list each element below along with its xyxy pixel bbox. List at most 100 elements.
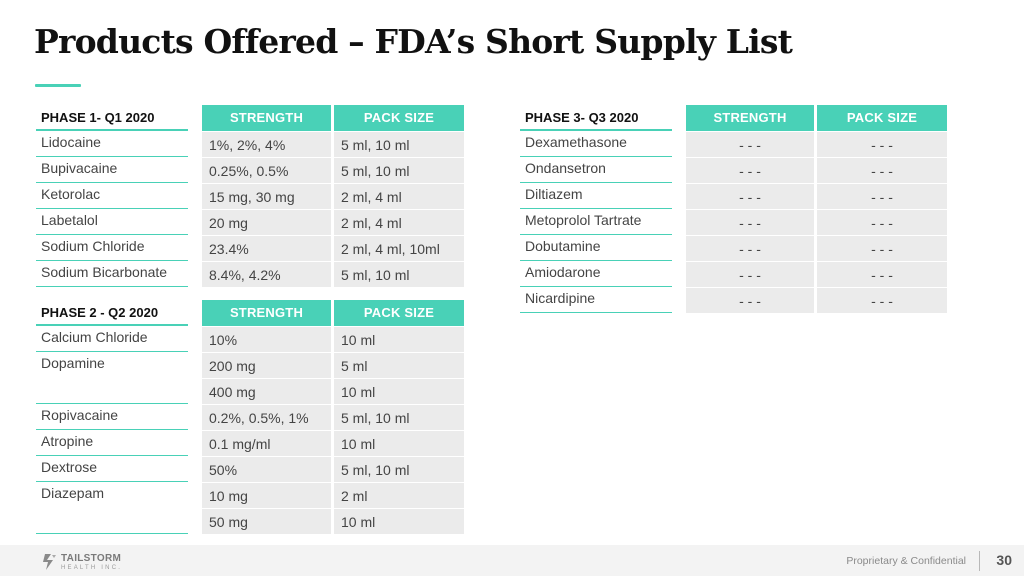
phase2-header-row: STRENGTH PACK SIZE [202, 300, 464, 326]
product-name: Dexamethasone [520, 131, 672, 157]
strength-header: STRENGTH [202, 300, 331, 326]
page-number: 30 [996, 552, 1012, 568]
confidential-notice: Proprietary & Confidential [846, 555, 966, 567]
strength-cell: 50% [202, 456, 331, 482]
phase2-table: STRENGTH PACK SIZE 10% 10 ml 200 mg 5 ml… [202, 300, 464, 534]
table-row: 10% 10 ml [202, 326, 464, 352]
product-name: Amiodarone [520, 261, 672, 287]
table-row: - - - - - - [686, 261, 947, 287]
product-name: Diazepam [36, 482, 188, 534]
pack-size-cell: - - - [817, 157, 947, 183]
table-row: 1%, 2%, 4% 5 ml, 10 ml [202, 131, 464, 157]
table-row: 10 mg 2 ml [202, 482, 464, 508]
table-row: 15 mg, 30 mg 2 ml, 4 ml [202, 183, 464, 209]
pack-size-cell: - - - [817, 131, 947, 157]
table-row: - - - - - - [686, 131, 947, 157]
pack-size-cell: 5 ml [334, 352, 464, 378]
strength-cell: 15 mg, 30 mg [202, 183, 331, 209]
phase2-heading: PHASE 2 - Q2 2020 [36, 300, 188, 326]
phase1-product-list: PHASE 1- Q1 2020 Lidocaine Bupivacaine K… [36, 105, 188, 287]
product-name: Dextrose [36, 456, 188, 482]
table-row: - - - - - - [686, 287, 947, 313]
pack-size-cell: 10 ml [334, 326, 464, 352]
footer-bar: TAILSTORM HEALTH INC. Proprietary & Conf… [0, 545, 1024, 576]
product-name: Dobutamine [520, 235, 672, 261]
pack-size-cell: 5 ml, 10 ml [334, 131, 464, 157]
product-name: Dopamine [36, 352, 188, 404]
strength-cell: 200 mg [202, 352, 331, 378]
product-name: Labetalol [36, 209, 188, 235]
pack-size-header: PACK SIZE [334, 300, 464, 326]
strength-cell: - - - [686, 261, 814, 287]
strength-cell: 10% [202, 326, 331, 352]
strength-header: STRENGTH [202, 105, 331, 131]
product-name: Ondansetron [520, 157, 672, 183]
product-name: Diltiazem [520, 183, 672, 209]
table-row: 0.1 mg/ml 10 ml [202, 430, 464, 456]
table-row: 20 mg 2 ml, 4 ml [202, 209, 464, 235]
product-name: Ropivacaine [36, 404, 188, 430]
product-name: Atropine [36, 430, 188, 456]
strength-cell: 10 mg [202, 482, 331, 508]
product-name: Lidocaine [36, 131, 188, 157]
title-underline [35, 84, 81, 87]
pack-size-cell: 5 ml, 10 ml [334, 456, 464, 482]
table-row: - - - - - - [686, 209, 947, 235]
pack-size-cell: 10 ml [334, 508, 464, 534]
strength-cell: 20 mg [202, 209, 331, 235]
strength-cell: 23.4% [202, 235, 331, 261]
strength-cell: - - - [686, 131, 814, 157]
product-name: Metoprolol Tartrate [520, 209, 672, 235]
phase1-heading: PHASE 1- Q1 2020 [36, 105, 188, 131]
tailstorm-logo-icon [43, 554, 56, 570]
pack-size-cell: 2 ml [334, 482, 464, 508]
strength-cell: - - - [686, 157, 814, 183]
phase1-header-row: STRENGTH PACK SIZE [202, 105, 464, 131]
pack-size-cell: 2 ml, 4 ml [334, 209, 464, 235]
logo-wordmark: TAILSTORM [61, 552, 122, 564]
strength-cell: 8.4%, 4.2% [202, 261, 331, 287]
pack-size-cell: 10 ml [334, 378, 464, 404]
pack-size-header: PACK SIZE [334, 105, 464, 131]
table-row: 23.4% 2 ml, 4 ml, 10ml [202, 235, 464, 261]
table-row: 8.4%, 4.2% 5 ml, 10 ml [202, 261, 464, 287]
strength-cell: 50 mg [202, 508, 331, 534]
strength-cell: 1%, 2%, 4% [202, 131, 331, 157]
logo-subtitle: HEALTH INC. [61, 564, 123, 571]
strength-cell: - - - [686, 235, 814, 261]
page-title: Products Offered – FDA’s Short Supply Li… [34, 22, 793, 61]
phase3-product-list: PHASE 3- Q3 2020 Dexamethasone Ondansetr… [520, 105, 672, 313]
pack-size-cell: 10 ml [334, 430, 464, 456]
strength-cell: - - - [686, 287, 814, 313]
company-logo: TAILSTORM HEALTH INC. [42, 552, 122, 572]
product-name: Ketorolac [36, 183, 188, 209]
table-row: 50% 5 ml, 10 ml [202, 456, 464, 482]
pack-size-cell: 5 ml, 10 ml [334, 261, 464, 287]
pack-size-cell: - - - [817, 235, 947, 261]
table-row: 400 mg 10 ml [202, 378, 464, 404]
pack-size-cell: 5 ml, 10 ml [334, 157, 464, 183]
phase3-header-row: STRENGTH PACK SIZE [686, 105, 947, 131]
strength-cell: 0.1 mg/ml [202, 430, 331, 456]
table-row: 0.2%, 0.5%, 1% 5 ml, 10 ml [202, 404, 464, 430]
pack-size-cell: 5 ml, 10 ml [334, 404, 464, 430]
footer-divider [979, 551, 980, 571]
product-name: Bupivacaine [36, 157, 188, 183]
table-row: 50 mg 10 ml [202, 508, 464, 534]
strength-cell: 400 mg [202, 378, 331, 404]
table-row: 0.25%, 0.5% 5 ml, 10 ml [202, 157, 464, 183]
strength-header: STRENGTH [686, 105, 814, 131]
phase3-heading: PHASE 3- Q3 2020 [520, 105, 672, 131]
table-row: - - - - - - [686, 235, 947, 261]
pack-size-cell: 2 ml, 4 ml [334, 183, 464, 209]
product-name: Nicardipine [520, 287, 672, 313]
product-name: Calcium Chloride [36, 326, 188, 352]
phase2-product-list: PHASE 2 - Q2 2020 Calcium Chloride Dopam… [36, 300, 188, 534]
pack-size-cell: - - - [817, 183, 947, 209]
strength-cell: 0.25%, 0.5% [202, 157, 331, 183]
table-row: - - - - - - [686, 157, 947, 183]
strength-cell: - - - [686, 183, 814, 209]
strength-cell: 0.2%, 0.5%, 1% [202, 404, 331, 430]
phase1-table: STRENGTH PACK SIZE 1%, 2%, 4% 5 ml, 10 m… [202, 105, 464, 287]
table-row: 200 mg 5 ml [202, 352, 464, 378]
